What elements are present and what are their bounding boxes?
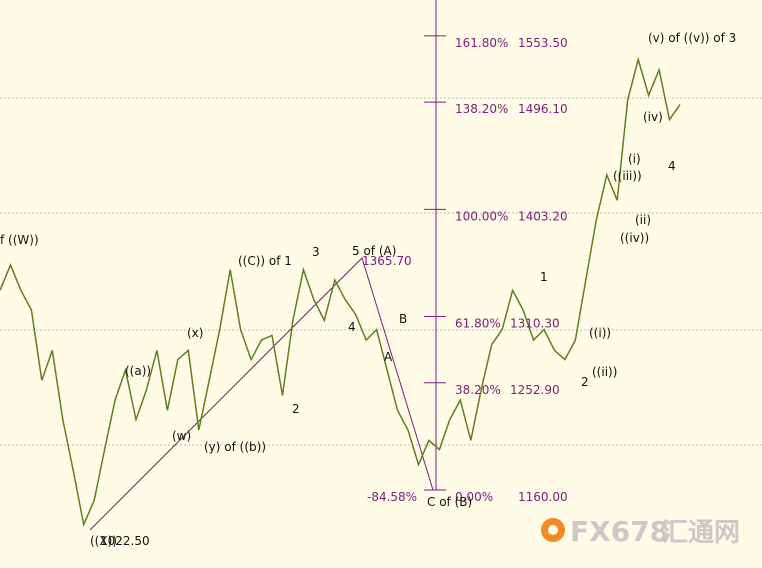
wave-label: C of (B): [427, 495, 472, 509]
wave-label: -84.58%: [367, 490, 417, 504]
wave-label: 2: [581, 375, 589, 389]
wave-label: ((i)): [589, 326, 611, 340]
wave-label: 4: [348, 320, 356, 334]
wave-label: ((iv)): [620, 231, 649, 245]
wave-label: (i): [628, 152, 641, 166]
wave-label: 1: [540, 270, 548, 284]
wave-label: ((X)): [90, 534, 117, 548]
fib-price: 1553.50: [518, 36, 568, 50]
wave-label: f ((W)): [0, 233, 39, 247]
wave-label: ((C)) of 1: [238, 254, 292, 268]
fib-price: 1310.30: [510, 317, 560, 331]
wave-label: 2: [292, 402, 300, 416]
wave-label: 5 of (A): [352, 244, 396, 258]
wave-lines: [89, 257, 434, 531]
wave-label: (v) of ((v)) of 3: [648, 31, 736, 45]
fib-percent: 38.20%: [455, 383, 501, 397]
fib-price: 1252.90: [510, 383, 560, 397]
logo-inner: [548, 525, 558, 535]
fib-price: 1403.20: [518, 209, 568, 223]
wave-label: ((iii)): [613, 169, 642, 183]
wave-label: A: [384, 350, 393, 364]
wave-label: 1022.50: [100, 534, 150, 548]
wave-label: (y) of ((b)): [204, 440, 266, 454]
fib-price: 1496.10: [518, 102, 568, 116]
fib-price: 1160.00: [518, 490, 568, 504]
wave-label: 1365.70: [362, 254, 412, 268]
wave-label: (w): [172, 429, 191, 443]
watermark: FX678: [570, 515, 669, 548]
wave-label: (iv): [643, 110, 663, 124]
fib-percent: 161.80%: [455, 36, 508, 50]
background-grid: [0, 97, 762, 446]
watermark: 汇通网: [662, 518, 740, 548]
wave-label: B: [399, 312, 407, 326]
price-line: [0, 56, 681, 528]
wave-label: 3: [312, 245, 320, 259]
wave-label: (ii): [635, 213, 651, 227]
fib-percent: 100.00%: [455, 209, 508, 223]
wave-label: 4: [668, 159, 676, 173]
wave-label: ((ii)): [592, 365, 617, 379]
fib-percent: 0.00%: [455, 490, 493, 504]
wave-label: ((a)): [125, 364, 151, 378]
fib-percent: 61.80%: [455, 317, 501, 331]
wave-label: (x): [187, 326, 203, 340]
fib-percent: 138.20%: [455, 102, 508, 116]
